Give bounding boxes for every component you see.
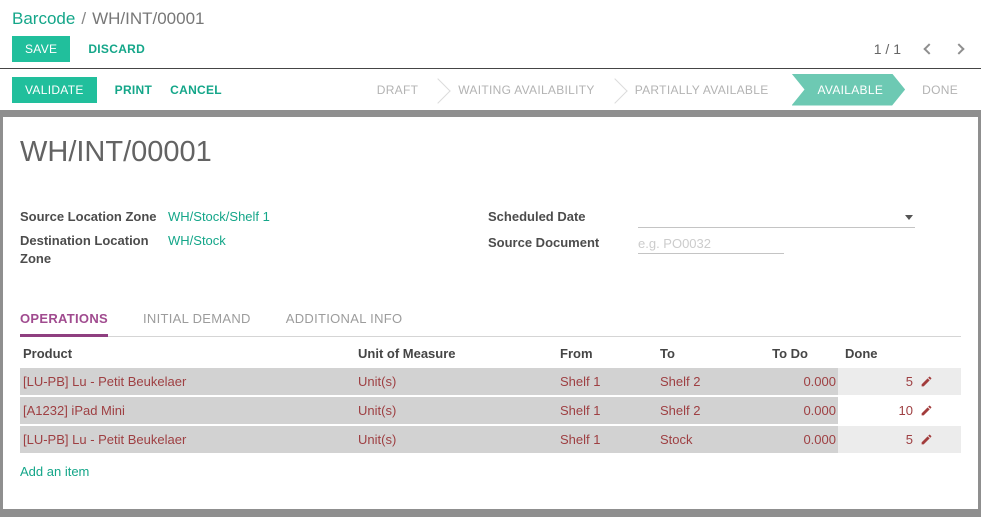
breadcrumb-separator: / — [81, 9, 87, 28]
caret-down-icon[interactable] — [905, 215, 913, 220]
record-title: WH/INT/00001 — [20, 136, 212, 168]
field-group-right: Scheduled Date Source Document — [488, 208, 961, 274]
pager-next-icon[interactable] — [953, 43, 965, 55]
cell-from[interactable]: Shelf 1 — [560, 374, 601, 389]
cell-product[interactable]: [A1232] iPad Mini — [23, 403, 125, 418]
done-value[interactable]: 5 — [905, 374, 913, 389]
header-product: Product — [23, 345, 73, 361]
cell-done[interactable]: 5 — [838, 368, 961, 395]
control-panel: Barcode / WH/INT/00001 SAVE DISCARD 1 / 1 — [0, 0, 981, 68]
scheduled-date-label: Scheduled Date — [488, 209, 586, 224]
stage-partially-available: PARTIALLY AVAILABLE — [634, 82, 769, 97]
cancel-button[interactable]: CANCEL — [170, 82, 222, 97]
destination-location-label: Destination Location Zone — [20, 233, 149, 266]
table-row[interactable]: [A1232] iPad Mini Unit(s) Shelf 1 Shelf … — [20, 397, 961, 424]
cell-done[interactable]: 10 — [838, 397, 961, 424]
source-location-label: Source Location Zone — [20, 209, 157, 224]
cell-to[interactable]: Shelf 2 — [660, 403, 701, 418]
cell-to-do[interactable]: 0.000 — [803, 432, 836, 447]
cell-done[interactable]: 5 — [838, 426, 961, 453]
breadcrumb: Barcode / WH/INT/00001 — [12, 9, 965, 29]
header-unit-of-measure: Unit of Measure — [358, 345, 456, 361]
field-source-location: Source Location Zone WH/Stock/Shelf 1 — [20, 208, 488, 226]
cell-to[interactable]: Shelf 2 — [660, 374, 701, 389]
header-from: From — [560, 345, 593, 361]
print-button[interactable]: PRINT — [114, 82, 153, 97]
edit-pencil-icon[interactable] — [920, 375, 933, 388]
form-sheet: WH/INT/00001 Source Location Zone WH/Sto… — [0, 110, 981, 517]
cell-to-do[interactable]: 0.000 — [803, 374, 836, 389]
breadcrumb-record: WH/INT/00001 — [92, 9, 205, 28]
edit-pencil-icon[interactable] — [920, 433, 933, 446]
stage-separator-icon — [425, 77, 451, 104]
add-an-item-link[interactable]: Add an item — [20, 464, 90, 479]
scheduled-date-input[interactable] — [638, 208, 915, 226]
edit-pencil-icon[interactable] — [920, 404, 933, 417]
header-to-do: To Do — [772, 345, 808, 361]
stage-draft: DRAFT — [376, 82, 419, 97]
cell-to[interactable]: Stock — [660, 432, 693, 447]
discard-button[interactable]: DISCARD — [88, 42, 146, 56]
done-value[interactable]: 10 — [898, 403, 913, 418]
pager: 1 / 1 — [873, 41, 965, 57]
cell-uom[interactable]: Unit(s) — [358, 432, 397, 447]
notebook-tabs: OPERATIONS INITIAL DEMAND ADDITIONAL INF… — [20, 311, 961, 337]
source-document-widget — [638, 234, 784, 254]
cell-to-do[interactable]: 0.000 — [803, 403, 836, 418]
operations-table: Product Unit of Measure From To To Do Do… — [20, 340, 961, 479]
cell-uom[interactable]: Unit(s) — [358, 403, 397, 418]
table-row[interactable]: [LU-PB] Lu - Petit Beukelaer Unit(s) She… — [20, 368, 961, 395]
stage-done: DONE — [922, 82, 958, 97]
header-to: To — [660, 345, 675, 361]
source-location-value-link[interactable]: WH/Stock/Shelf 1 — [168, 209, 270, 224]
source-document-label: Source Document — [488, 235, 600, 250]
header-done: Done — [845, 345, 878, 361]
destination-location-value-link[interactable]: WH/Stock — [168, 233, 226, 248]
cell-product[interactable]: [LU-PB] Lu - Petit Beukelaer — [23, 374, 187, 389]
tab-operations[interactable]: OPERATIONS — [20, 311, 108, 337]
cell-from[interactable]: Shelf 1 — [560, 432, 601, 447]
status-bar: VALIDATE PRINT CANCEL DRAFT WAITING AVAI… — [0, 68, 981, 110]
stage-waiting-availability: WAITING AVAILABILITY — [458, 82, 595, 97]
tab-initial-demand[interactable]: INITIAL DEMAND — [143, 311, 251, 326]
cell-product[interactable]: [LU-PB] Lu - Petit Beukelaer — [23, 432, 187, 447]
done-value[interactable]: 5 — [905, 432, 913, 447]
field-group-left: Source Location Zone WH/Stock/Shelf 1 De… — [20, 208, 488, 274]
table-header-row: Product Unit of Measure From To To Do Do… — [20, 340, 961, 366]
pager-count: 1 / 1 — [873, 41, 901, 57]
breadcrumb-app-link[interactable]: Barcode — [12, 9, 76, 28]
field-destination-location: Destination Location Zone WH/Stock — [20, 232, 488, 268]
control-panel-buttons: SAVE DISCARD — [12, 36, 965, 62]
table-row[interactable]: [LU-PB] Lu - Petit Beukelaer Unit(s) She… — [20, 426, 961, 453]
field-groups: Source Location Zone WH/Stock/Shelf 1 De… — [20, 208, 961, 274]
field-source-document: Source Document — [488, 234, 961, 254]
field-scheduled-date: Scheduled Date — [488, 208, 961, 228]
save-button[interactable]: SAVE — [12, 36, 71, 62]
tab-additional-info[interactable]: ADDITIONAL INFO — [285, 311, 403, 326]
stage-available-active: AVAILABLE — [792, 74, 906, 106]
cell-from[interactable]: Shelf 1 — [560, 403, 601, 418]
pager-previous-icon[interactable] — [923, 43, 935, 55]
cell-uom[interactable]: Unit(s) — [358, 374, 397, 389]
stage-separator-icon — [601, 77, 628, 104]
validate-button[interactable]: VALIDATE — [12, 76, 97, 103]
source-document-input[interactable] — [638, 234, 784, 252]
scheduled-date-widget — [638, 208, 915, 228]
